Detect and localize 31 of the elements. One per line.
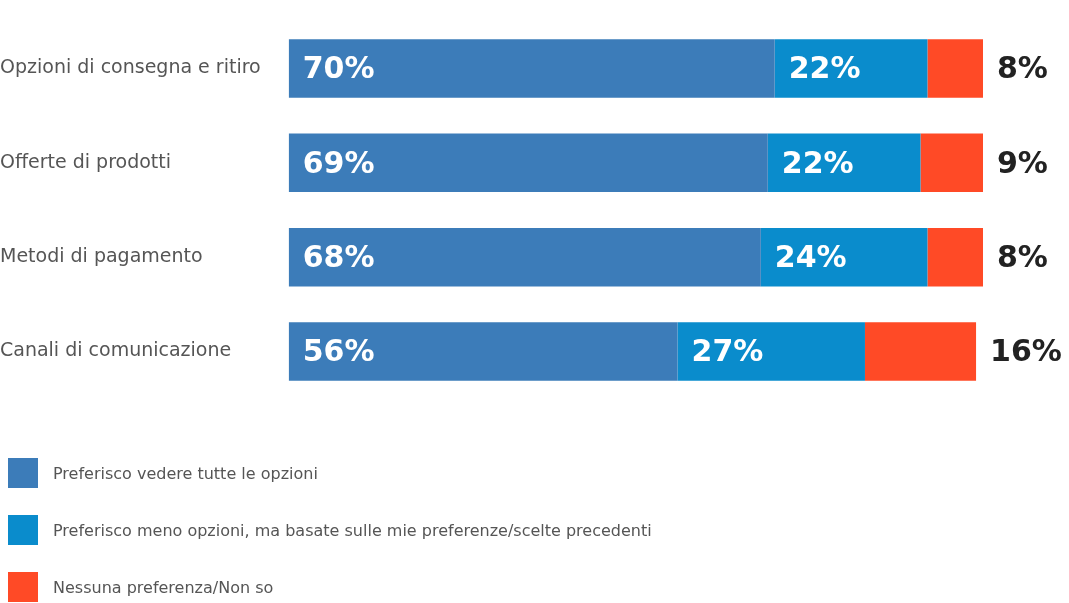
bar [864, 322, 977, 381]
y-tick-label: Canali di comunicazione [0, 338, 232, 361]
data-label: 69% [302, 144, 375, 180]
bar [927, 39, 983, 98]
data-label: 27% [691, 333, 764, 369]
bar [288, 322, 678, 381]
legend-label: Preferisco vedere tutte le opzioni [53, 463, 318, 483]
y-tick-label: Opzioni di consegna e ritiro [0, 55, 261, 78]
bar [920, 133, 983, 193]
data-label: 8% [997, 238, 1048, 274]
data-label: 16% [990, 333, 1062, 369]
data-label: 22% [781, 144, 854, 180]
data-label: 9% [997, 144, 1048, 180]
bar [677, 322, 865, 381]
data-label: 22% [788, 50, 861, 86]
data-label: 70% [302, 50, 375, 86]
legend-label: Preferisco meno opzioni, ma basate sulle mie preferenze/scelte precedenti [53, 520, 652, 540]
data-label: 56% [302, 333, 375, 369]
y-tick-label: Metodi di pagamento [0, 244, 203, 267]
bar [288, 39, 775, 98]
bar [927, 227, 983, 287]
bar [288, 133, 768, 193]
y-tick-label: Offerte di prodotti [0, 149, 172, 172]
data-label: 68% [302, 238, 375, 274]
legend-label: Nessuna preferenza/Non so [53, 577, 274, 597]
data-label: 24% [774, 238, 847, 274]
data-label: 8% [997, 50, 1048, 86]
bar [774, 39, 928, 98]
bar [288, 227, 761, 287]
bar [760, 227, 928, 287]
bar [767, 133, 921, 193]
